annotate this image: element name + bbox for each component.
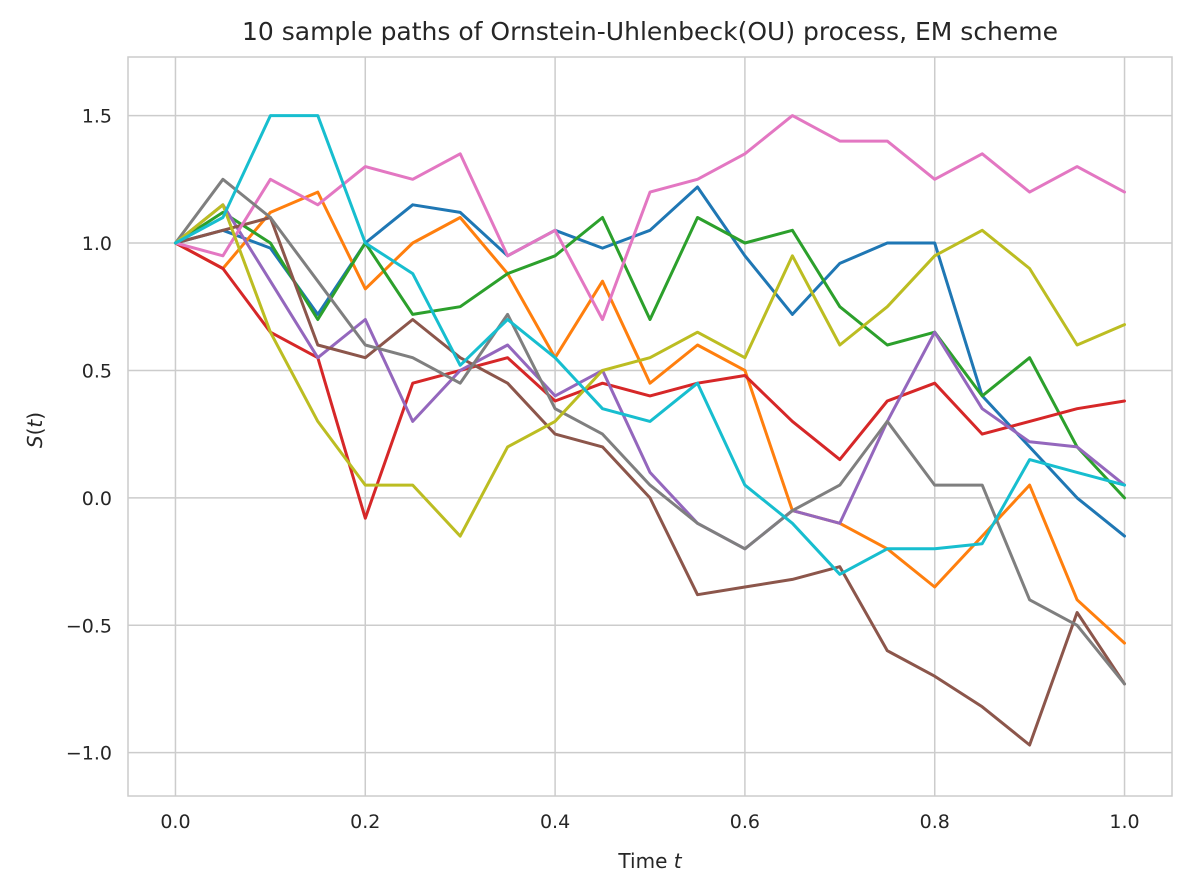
- series-line-10: [174, 114, 1126, 576]
- y-axis-label-close: ): [23, 412, 47, 420]
- series-line-5: [174, 203, 1126, 551]
- series-line-3: [174, 210, 1126, 500]
- y-tick-label: −0.5: [66, 615, 112, 637]
- y-tick-labels: −1.0 −0.5 0.0 0.5 1.0 1.5: [66, 106, 112, 765]
- series-line-6: [174, 216, 1126, 747]
- x-tick-labels: 0.0 0.2 0.4 0.6 0.8 1.0: [160, 811, 1139, 833]
- series-line-1: [174, 185, 1126, 538]
- y-axis-label: S(t): [23, 412, 47, 448]
- y-tick-label: 0.5: [82, 360, 112, 382]
- x-tick-label: 0.0: [160, 811, 190, 833]
- plot-frame: [127, 56, 1173, 797]
- x-axis-label-text: Time: [617, 849, 667, 873]
- y-axis-label-fn: S: [23, 435, 47, 448]
- y-axis-label-open: (: [23, 428, 47, 436]
- series-group: [174, 114, 1126, 747]
- y-tick-label: −1.0: [66, 743, 112, 765]
- x-axis-label: Time t: [617, 849, 682, 873]
- y-tick-label: 1.5: [82, 106, 112, 128]
- series-line-8: [174, 177, 1126, 686]
- series-line-9: [174, 203, 1126, 538]
- x-axis-label-var: t: [674, 849, 683, 873]
- y-axis-label-arg: t: [23, 419, 47, 428]
- x-tick-label: 0.4: [540, 811, 570, 833]
- x-tick-label: 0.2: [350, 811, 380, 833]
- series-line-7: [174, 114, 1126, 321]
- chart-title: 10 sample paths of Ornstein-Uhlenbeck(OU…: [242, 17, 1058, 46]
- x-tick-label: 0.8: [920, 811, 950, 833]
- series-line-2: [174, 190, 1126, 645]
- y-tick-label: 1.0: [82, 233, 112, 255]
- x-tick-label: 0.6: [730, 811, 760, 833]
- series-line-4: [174, 241, 1126, 520]
- x-tick-label: 1.0: [1109, 811, 1139, 833]
- y-tick-label: 0.0: [82, 488, 112, 510]
